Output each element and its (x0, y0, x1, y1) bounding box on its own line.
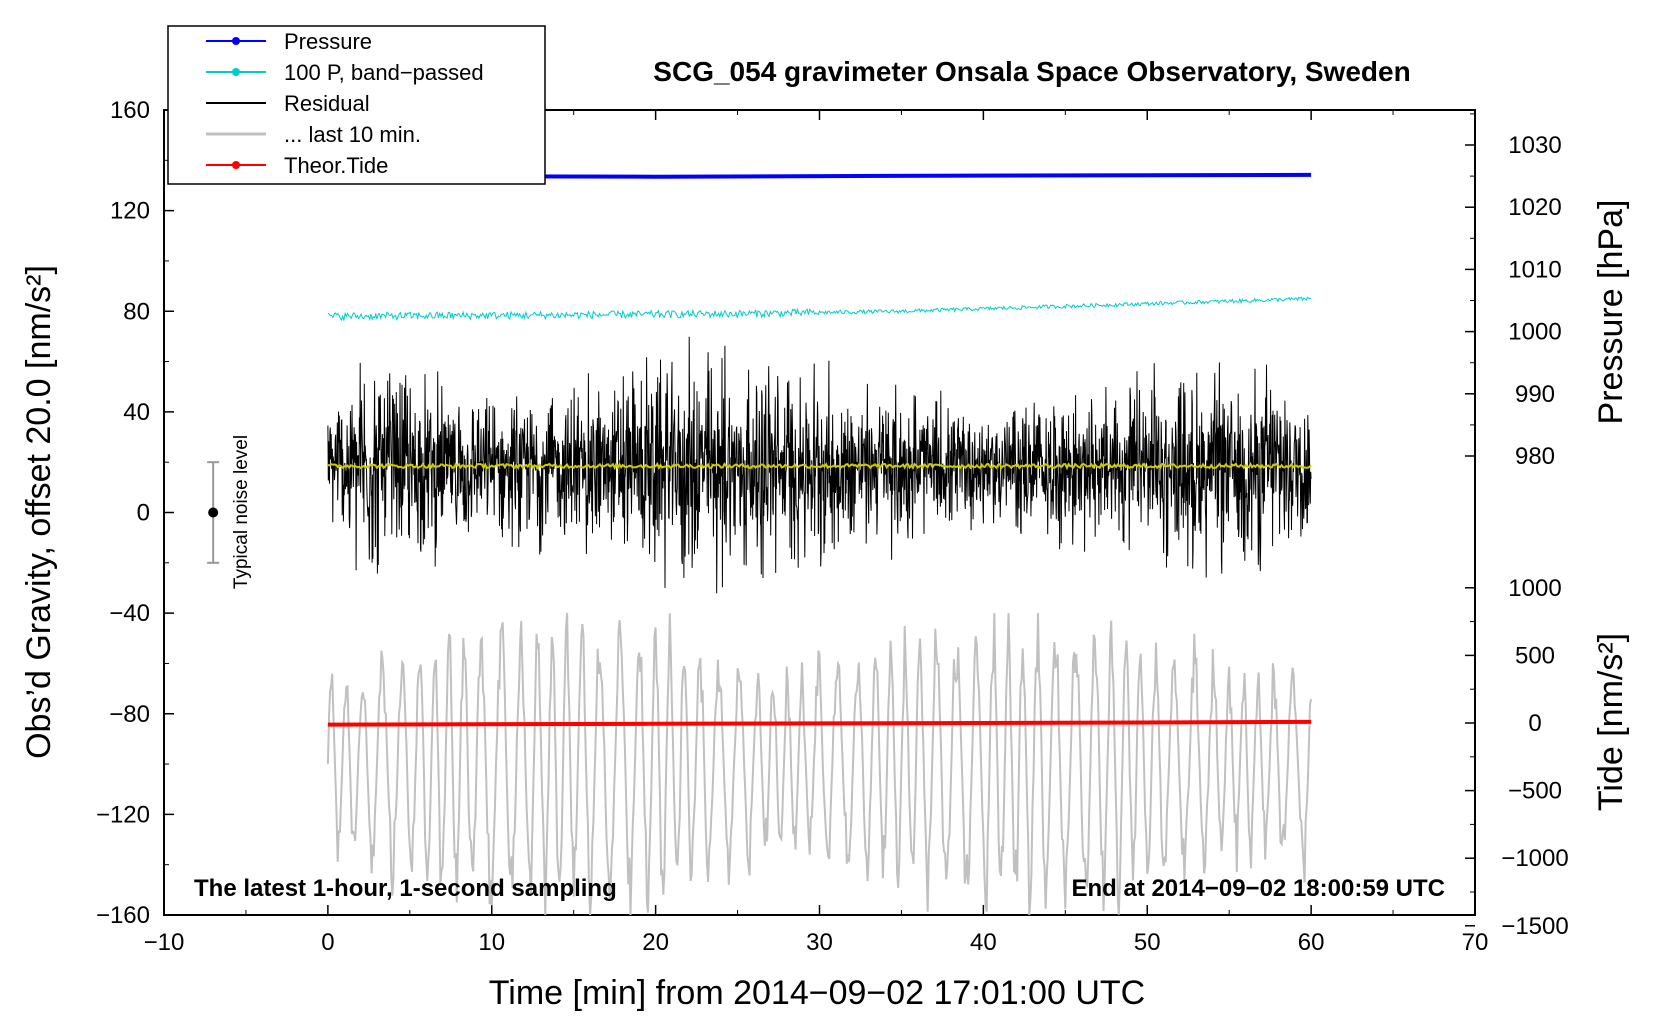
y-tick-label: 40 (123, 399, 150, 426)
y-axis-tide: 1000 500 0 −500 −1000 −1500 (1465, 575, 1569, 940)
x-axis-title: Time [min] from 2014−09−02 17:01:00 UTC (489, 974, 1145, 1012)
tide-tick-label: −500 (1508, 778, 1562, 805)
noise-bar-dot (208, 507, 219, 518)
annotation-sampling: The latest 1-hour, 1-second sampling (194, 875, 617, 902)
pressure-tick-label: 1010 (1508, 256, 1561, 283)
y-axis-pressure-title: Pressure [hPa] (1592, 200, 1630, 425)
y-axis-left-title: Obs’d Gravity, offset 20.0 [nm/s²] (20, 265, 58, 759)
y-tick-label: 120 (110, 198, 150, 225)
y-axis-left: 160 120 80 40 0 −40 −80 −120 −160 (96, 97, 174, 929)
y-tick-label: −80 (109, 701, 150, 728)
pressure-tick-label: 980 (1515, 443, 1555, 470)
x-tick-label: 10 (478, 929, 505, 956)
pressure-tick-label: 1020 (1508, 194, 1561, 221)
tide-tick-label: 0 (1528, 710, 1541, 737)
x-tick-label: 60 (1298, 929, 1325, 956)
x-axis: −10 0 10 20 30 40 50 60 70 (144, 110, 1489, 956)
legend-marker (232, 68, 240, 76)
x-tick-label: 50 (1134, 929, 1161, 956)
legend-label: Theor.Tide (284, 153, 388, 178)
y-tick-label: −160 (96, 902, 150, 929)
legend-marker (232, 161, 240, 169)
y-tick-label: −40 (109, 600, 150, 627)
x-tick-label: 20 (642, 929, 669, 956)
noise-label: Typical noise level (231, 435, 252, 589)
legend-box (167, 25, 546, 185)
legend-label: ... last 10 min. (284, 122, 421, 147)
pressure-tick-label: 1030 (1508, 132, 1561, 159)
x-tick-label: 30 (806, 929, 833, 956)
series-last-10-min (326, 613, 1313, 916)
pressure-tick-label: 1000 (1508, 319, 1561, 346)
y-axis-tide-title: Tide [nm/s²] (1592, 633, 1630, 811)
y-tick-label: 80 (123, 298, 150, 325)
tide-tick-label: 500 (1515, 642, 1555, 669)
y-tick-label: −120 (96, 801, 150, 828)
legend-label: Pressure (284, 29, 372, 54)
x-tick-label: 70 (1462, 929, 1489, 956)
x-tick-label: 40 (970, 929, 997, 956)
legend: Pressure 100 P, band−passed Residual ... la… (167, 25, 546, 185)
tide-tick-label: −1500 (1501, 913, 1568, 940)
x-tick-label: 0 (321, 929, 334, 956)
tide-tick-label: −1000 (1501, 845, 1568, 872)
x-tick-label: −10 (144, 929, 185, 956)
legend-label: Residual (284, 91, 370, 116)
annotation-end-time: End at 2014−09−02 18:00:59 UTC (1071, 875, 1445, 902)
y-tick-label: 160 (110, 97, 150, 124)
series-band-passed (327, 296, 1312, 322)
y-tick-label: 0 (137, 500, 150, 527)
legend-marker (232, 37, 240, 45)
series-layer (326, 172, 1313, 916)
series-theor-tide (327, 719, 1312, 727)
tide-tick-label: 1000 (1508, 575, 1561, 602)
noise-bar (207, 461, 220, 564)
chart-title: SCG_054 gravimeter Onsala Space Observat… (653, 56, 1410, 87)
y-axis-pressure: 1030 1020 1010 1000 990 980 (1465, 113, 1562, 470)
series-smoothed-residual (327, 461, 1312, 471)
legend-label: 100 P, band−passed (284, 60, 484, 85)
pressure-tick-label: 990 (1515, 381, 1555, 408)
